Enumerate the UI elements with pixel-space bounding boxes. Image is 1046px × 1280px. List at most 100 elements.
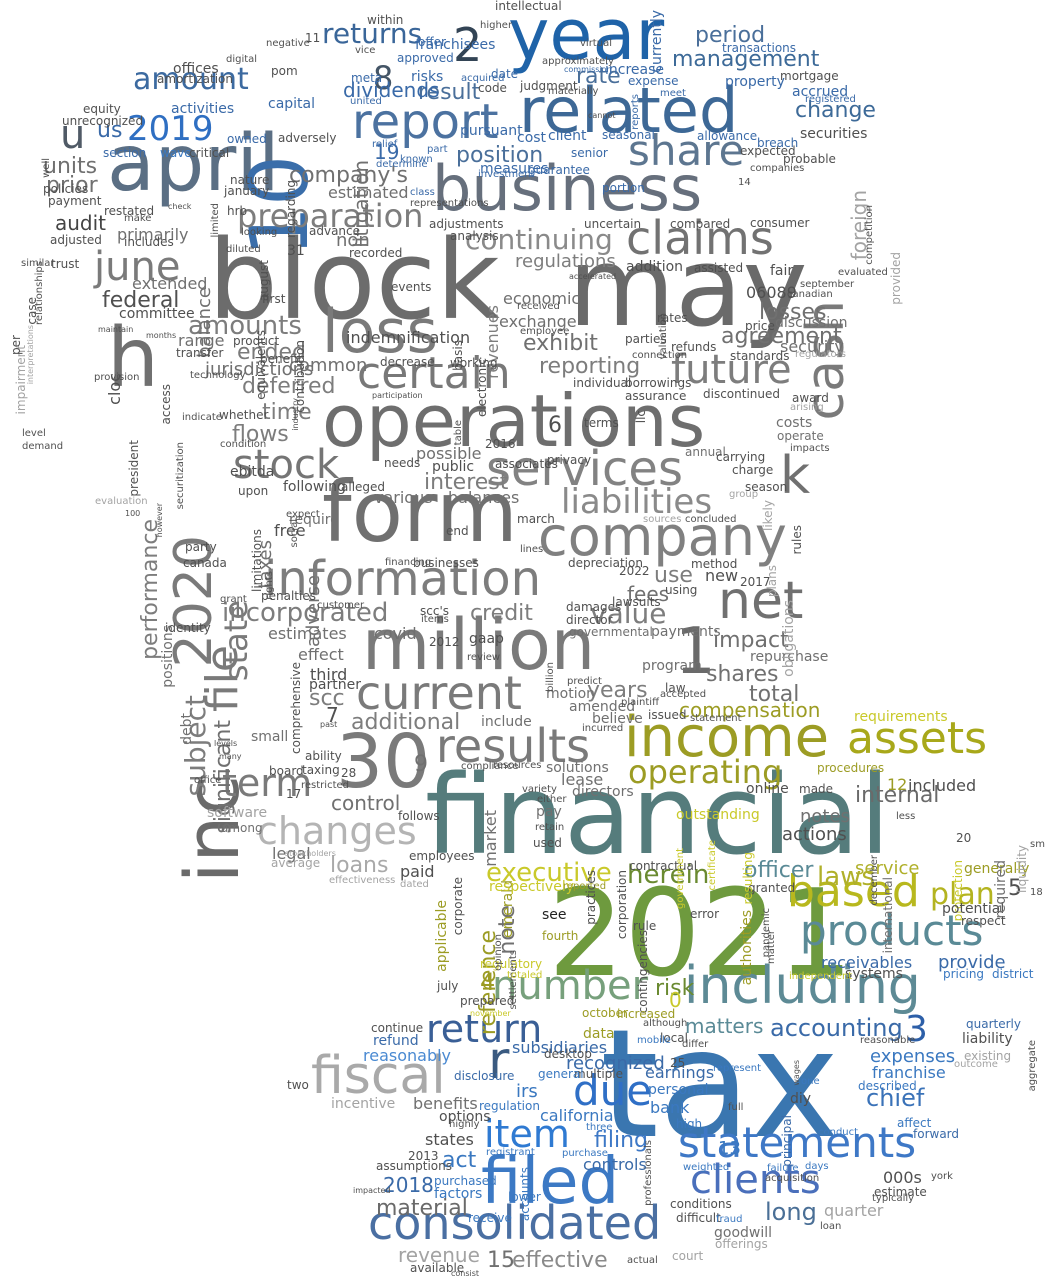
word-impact: impact <box>713 628 789 653</box>
word-public: public <box>432 459 475 475</box>
word-service: service <box>855 858 920 879</box>
word-8: 8 <box>373 59 394 97</box>
word-within: within <box>367 13 404 27</box>
word-outcome: outcome <box>954 1059 998 1070</box>
word-assets: assets <box>847 713 988 764</box>
word-online: online <box>746 781 789 797</box>
word-provision: provision <box>94 372 140 383</box>
word-fair: fair <box>770 263 794 279</box>
word-discontinued: discontinued <box>703 387 780 401</box>
word-charge: charge <box>732 463 774 477</box>
word-quarterly: quarterly <box>966 1017 1021 1031</box>
word-limitations: limitations <box>250 529 264 592</box>
word-2012: 2012 <box>429 635 460 649</box>
word-meta: meta <box>351 71 383 85</box>
word-lawsuits: lawsuits <box>612 595 661 609</box>
word-director: director <box>566 613 613 627</box>
word-restricted: restricted <box>301 780 349 791</box>
word-filing: filing <box>594 1128 648 1153</box>
word-respectively: respectively <box>489 879 575 895</box>
word-materially: materially <box>548 86 599 97</box>
word-probable: probable <box>783 152 836 166</box>
word-franchisees: franchisees <box>415 37 496 53</box>
word-future: future <box>671 347 792 393</box>
word-earnings: earnings <box>645 1063 715 1082</box>
word-actual: actual <box>627 1255 658 1266</box>
word-plans: plans <box>765 565 779 598</box>
word-companies: companies <box>750 163 805 174</box>
word-compensation: compensation <box>679 698 821 722</box>
word-loans: loans <box>330 853 389 878</box>
word-returns: returns <box>322 17 423 50</box>
word-adversely: adversely <box>278 131 337 145</box>
word-certificate: certificate <box>707 840 718 891</box>
word-2017: 2017 <box>740 575 771 589</box>
word-individual: individual <box>573 376 632 390</box>
word-contractual: contractual <box>629 859 698 873</box>
word-federal: federal <box>102 288 180 313</box>
word-reasonably: reasonably <box>363 1046 452 1065</box>
word-management: management <box>672 47 820 72</box>
word-performance: performance <box>138 519 163 660</box>
word-wages: wages <box>792 1060 801 1086</box>
word-reported: reported <box>563 881 607 892</box>
word-information: information <box>264 551 542 607</box>
word-recorded: recorded <box>349 246 403 260</box>
word-discussion: discussion <box>775 315 848 331</box>
word-president: president <box>127 440 141 497</box>
word-free: free <box>274 521 306 540</box>
word-demand: demand <box>22 441 64 452</box>
word-data: data <box>583 1026 615 1042</box>
word-known: known <box>400 154 433 165</box>
word-first: first <box>262 292 286 306</box>
word-included: included <box>908 776 977 795</box>
word-obligations: obligations <box>781 600 797 677</box>
word-3: 3 <box>905 1009 928 1050</box>
word-acquired: acquired <box>461 73 505 84</box>
word-adjusted: adjusted <box>50 233 102 247</box>
word-due: due <box>573 1066 653 1115</box>
word-directors: directors <box>572 784 634 800</box>
word-events: events <box>391 280 432 294</box>
word-12: 12 <box>887 775 908 794</box>
word-28: 28 <box>341 766 357 780</box>
word-method: method <box>691 557 738 571</box>
word-impacts: impacts <box>790 443 830 454</box>
word-change: change <box>795 98 876 123</box>
word-see: see <box>542 907 567 923</box>
word-includes: includes <box>124 235 174 249</box>
word-financial: financial <box>425 751 891 879</box>
word-6: 6 <box>548 413 562 438</box>
word-california: california <box>540 1106 614 1125</box>
word-june: june <box>94 244 181 290</box>
word-hrb: hrb <box>227 204 248 218</box>
word-digital: digital <box>226 54 258 65</box>
word-october: october <box>582 1006 628 1020</box>
word-existing: existing <box>964 1049 1012 1063</box>
word-actions: actions <box>782 824 847 845</box>
word-period: period <box>695 23 766 48</box>
word-weighted: weighted <box>683 1162 730 1173</box>
word-businesses: businesses <box>413 556 479 570</box>
word-net: net <box>718 571 804 631</box>
word-expense: expense <box>628 74 679 88</box>
word-year: year <box>508 0 665 76</box>
word-fiscal: fiscal <box>311 1046 446 1106</box>
word-new: new <box>705 566 739 585</box>
word-liabilities: liabilities <box>561 482 713 522</box>
word-fraud: fraud <box>716 1214 743 1225</box>
word-connection: connection <box>632 350 688 361</box>
word-2018: 2018 <box>383 1173 434 1197</box>
word-transfer: transfer <box>176 346 224 360</box>
word-pricing: pricing <box>943 967 985 981</box>
word-effective: effective <box>512 1248 608 1273</box>
word-securities: securities <box>800 126 868 142</box>
word-grant: grant <box>220 594 247 605</box>
word-lines: lines <box>520 544 544 555</box>
word-opinion: opinion <box>493 934 504 971</box>
word-maintain: maintain <box>98 325 134 334</box>
word-market: market <box>481 810 500 867</box>
word-received: received <box>517 301 560 312</box>
word-flows: flows <box>232 422 289 447</box>
word-repurchase: repurchase <box>750 649 829 665</box>
